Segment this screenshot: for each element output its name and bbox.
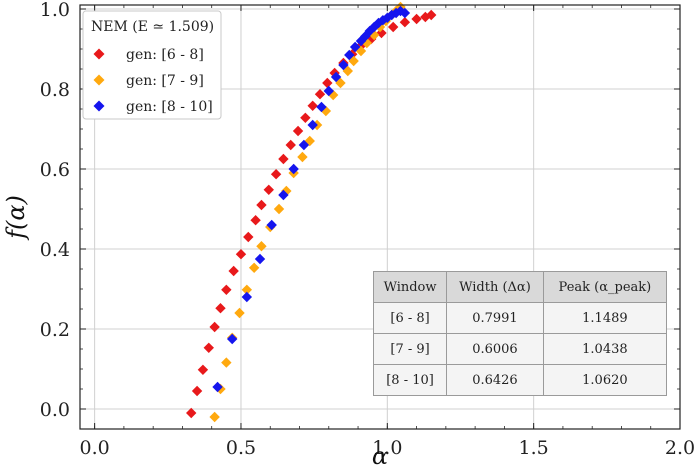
data-point xyxy=(411,13,422,25)
data-point xyxy=(197,364,209,375)
data-point xyxy=(273,203,285,215)
data-point xyxy=(304,135,315,147)
legend: NEM (E ≃ 1.509) gen: [6 - 8] gen: [7 - 9]… xyxy=(82,10,222,120)
data-point xyxy=(191,385,203,397)
data-point xyxy=(307,100,318,111)
data-points xyxy=(186,1,437,423)
data-point xyxy=(387,21,399,33)
data-point xyxy=(297,151,308,163)
data-point xyxy=(298,139,310,151)
x-tick-label: 1.0 xyxy=(372,437,402,459)
table-cell: 1.1489 xyxy=(542,302,668,334)
table-row: [8 - 10] 0.6426 1.0620 xyxy=(372,364,668,396)
legend-entry: gen: [6 - 8] xyxy=(126,47,204,63)
data-point xyxy=(263,184,274,195)
x-axis-label: α xyxy=(372,442,388,470)
y-tick-label: 0.0 xyxy=(40,399,70,421)
data-point xyxy=(209,321,220,333)
legend-marker xyxy=(93,100,105,112)
data-point xyxy=(348,55,359,67)
x-tick-label: 0.5 xyxy=(226,437,256,459)
data-point xyxy=(270,169,282,180)
data-point xyxy=(234,307,245,319)
data-point xyxy=(285,139,296,151)
legend-box xyxy=(82,10,222,120)
data-point xyxy=(338,59,349,71)
table-cell: 1.0620 xyxy=(542,364,668,396)
legend-entry: gen: [7 - 9] xyxy=(126,73,204,89)
data-point xyxy=(307,119,318,131)
table-cell: 0.6426 xyxy=(446,364,544,396)
table-cell: [8 - 10] xyxy=(372,364,448,396)
data-point xyxy=(212,381,223,393)
data-point xyxy=(215,303,226,314)
data-point xyxy=(323,85,334,97)
series-1 xyxy=(186,9,437,419)
y-tick-label: 0.8 xyxy=(40,79,70,101)
data-point xyxy=(288,163,299,175)
data-point xyxy=(241,284,253,295)
y-tick-label: 1.0 xyxy=(40,0,70,21)
table-cell: [6 - 8] xyxy=(372,302,448,334)
legend-marker xyxy=(93,74,105,86)
table-header-row: Window Width (Δα) Peak (α_peak) xyxy=(372,271,668,303)
table-header-width: Width (Δα) xyxy=(446,271,544,303)
data-point xyxy=(426,9,437,21)
table-row: [7 - 9] 0.6006 1.0438 xyxy=(372,333,668,365)
y-axis-label-text: f(α) xyxy=(2,195,30,241)
data-point xyxy=(278,153,289,165)
data-point xyxy=(250,215,261,226)
table-row: [6 - 8] 0.7991 1.1489 xyxy=(372,302,668,334)
data-point xyxy=(228,265,239,277)
data-point xyxy=(254,253,266,265)
data-point xyxy=(226,333,238,345)
data-point xyxy=(292,125,304,137)
table-cell: 1.0438 xyxy=(542,333,668,365)
y-tick-label: 0.2 xyxy=(40,319,70,341)
axis-ticks: 0.0 0.5 1.0 1.5 2.0 0.0 0.2 0.4 0.6 0.8 1.0 xyxy=(40,0,695,459)
table-header-window: Window xyxy=(372,271,448,303)
data-point xyxy=(330,71,342,83)
data-point xyxy=(248,262,260,273)
data-point xyxy=(399,17,411,28)
data-point xyxy=(241,291,253,303)
plot-frame xyxy=(79,4,681,430)
data-point xyxy=(235,249,247,260)
legend-marker xyxy=(93,48,105,60)
y-axis-label: f(α) xyxy=(2,195,30,241)
table-cell: 0.6006 xyxy=(446,333,544,365)
data-point xyxy=(203,342,214,353)
data-point xyxy=(221,357,232,368)
table-header-peak: Peak (α_peak) xyxy=(542,271,668,303)
data-point xyxy=(399,7,411,19)
data-point xyxy=(322,77,333,89)
data-point xyxy=(256,241,267,252)
data-point xyxy=(243,231,254,243)
data-point xyxy=(281,185,292,197)
data-point xyxy=(360,31,371,42)
data-point xyxy=(278,189,289,201)
data-point xyxy=(209,411,220,423)
x-tick-label: 1.5 xyxy=(519,437,549,459)
data-point xyxy=(221,284,232,295)
data-point xyxy=(314,89,326,100)
table-cell: 0.7991 xyxy=(446,302,544,334)
y-tick-label: 0.4 xyxy=(40,239,70,261)
series-3 xyxy=(212,5,411,393)
table-cell: [7 - 9] xyxy=(372,333,448,365)
legend-entry: gen: [8 - 10] xyxy=(126,99,213,115)
data-point xyxy=(349,41,361,53)
x-tick-label: 0.0 xyxy=(80,437,110,459)
x-tick-label: 2.0 xyxy=(665,437,695,459)
data-point xyxy=(266,219,277,231)
data-point xyxy=(256,199,267,211)
legend-title: NEM (E ≃ 1.509) xyxy=(91,19,214,35)
data-point xyxy=(186,407,197,419)
data-point xyxy=(316,101,327,113)
y-tick-label: 0.6 xyxy=(40,159,70,181)
data-point xyxy=(300,112,311,123)
data-point xyxy=(344,49,355,61)
stats-table: Window Width (Δα) Peak (α_peak) [6 - 8] … xyxy=(372,271,668,396)
